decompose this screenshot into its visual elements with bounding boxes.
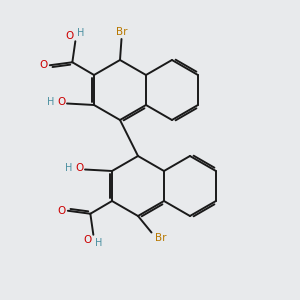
Text: H: H [47,97,54,107]
Text: H: H [65,163,72,173]
Text: H: H [77,28,84,38]
Text: O: O [65,31,74,41]
Text: O: O [83,235,92,245]
Text: O: O [58,97,66,107]
Text: H: H [95,238,102,248]
Text: O: O [57,206,65,216]
Text: Br: Br [155,233,167,243]
Text: O: O [39,60,47,70]
Text: Br: Br [116,27,127,38]
Text: O: O [76,163,84,173]
